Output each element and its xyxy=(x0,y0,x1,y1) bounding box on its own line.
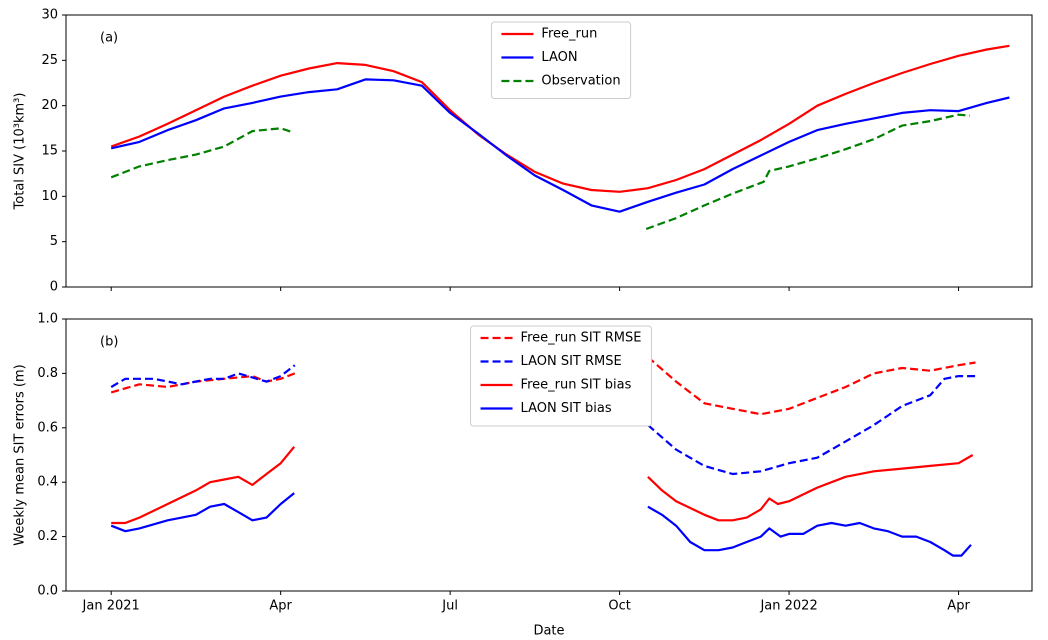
y-tick-label: 25 xyxy=(41,53,58,68)
legend: Free_run LAON Observation xyxy=(490,21,632,99)
y-tick-label: 20 xyxy=(41,98,58,113)
panel-label: (a) xyxy=(100,31,118,46)
y-tick-label: 0.8 xyxy=(37,366,58,381)
legend-label: LAON SIT RMSE xyxy=(521,354,622,369)
legend-label: Free_run SIT bias xyxy=(521,378,632,393)
legend-label: Observation xyxy=(541,74,620,89)
y-tick-label: 5 xyxy=(50,234,58,249)
y-tick-label: 0 xyxy=(50,280,58,295)
axes-frame xyxy=(65,14,1033,288)
x-tick-label: Jan 2021 xyxy=(82,599,140,614)
series-line xyxy=(110,364,976,476)
y-tick-label: 1.0 xyxy=(37,312,58,327)
legend-box xyxy=(470,325,652,427)
y-tick-label: 0.6 xyxy=(37,420,58,435)
legend-label: Free_run SIT RMSE xyxy=(521,331,642,346)
legend-label: LAON SIT bias xyxy=(521,401,612,416)
panel-label: (b) xyxy=(100,335,118,350)
series-line xyxy=(110,492,972,557)
axes-frame xyxy=(65,318,1033,592)
x-tick-label: Oct xyxy=(608,599,630,614)
x-axis-label: Date xyxy=(533,624,564,639)
legend-label: LAON xyxy=(541,50,577,65)
y-tick-label: 30 xyxy=(41,8,58,23)
series-line xyxy=(110,44,1010,193)
series-line xyxy=(110,78,1010,213)
series-line xyxy=(110,356,976,416)
x-tick-label: Jan 2022 xyxy=(759,599,817,614)
y-tick-label: 0.0 xyxy=(37,584,58,599)
series-line xyxy=(110,113,970,231)
x-tick-label: Apr xyxy=(269,599,292,614)
legend-box xyxy=(490,21,632,99)
legend: Free_run SIT RMSE LAON SIT RMSE Free_run S… xyxy=(470,325,652,427)
y-tick-label: 10 xyxy=(41,189,58,204)
series-line xyxy=(111,446,974,525)
y-tick-label: 15 xyxy=(41,144,58,159)
x-tick-label: Jul xyxy=(441,599,458,614)
y-tick-label: 0.4 xyxy=(37,475,58,490)
y-tick-label: 0.2 xyxy=(37,529,58,544)
y-axis-label: Total SIV (10³km³) xyxy=(13,93,28,211)
y-axis-label: Weekly mean SIT errors (m) xyxy=(13,364,28,545)
legend-label: Free_run xyxy=(541,27,597,42)
x-tick-label: Apr xyxy=(947,599,970,614)
